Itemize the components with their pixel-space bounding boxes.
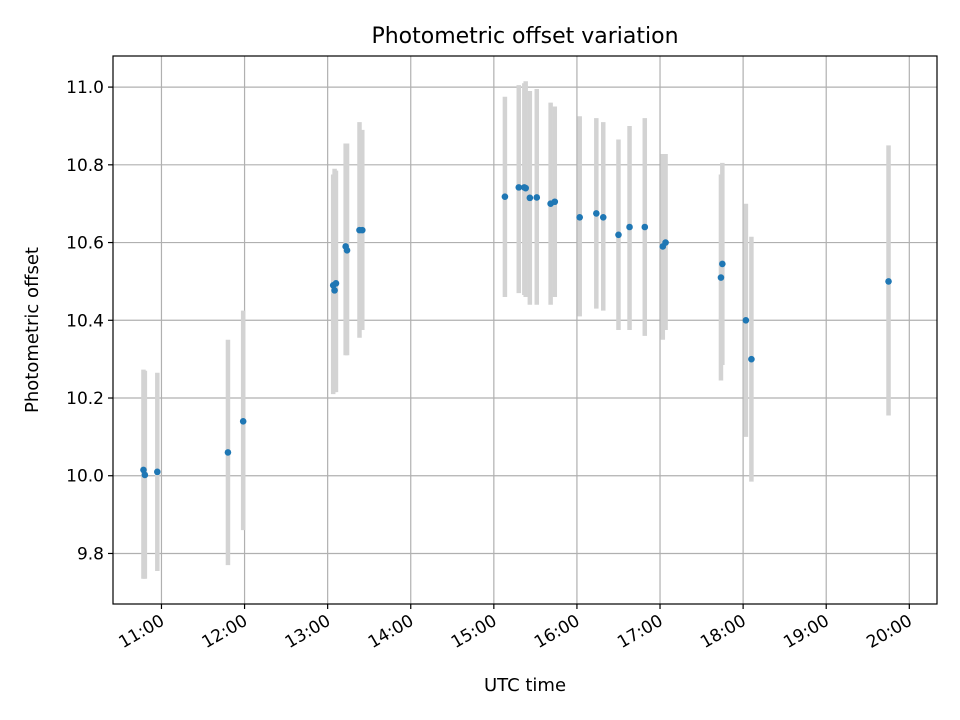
x-axis-label: UTC time	[484, 675, 566, 696]
data-point	[593, 210, 600, 217]
data-point	[332, 280, 340, 287]
y-tick-label: 10.6	[66, 234, 104, 254]
data-point	[526, 194, 534, 202]
y-tick-label: 10.4	[66, 311, 104, 331]
data-point	[239, 418, 247, 425]
data-point	[719, 260, 726, 268]
data-point	[515, 184, 523, 191]
data-point	[662, 239, 669, 246]
data-point	[224, 449, 232, 456]
y-tick-label: 11.0	[66, 78, 104, 98]
chart-title: Photometric offset variation	[371, 24, 678, 49]
data-point	[641, 223, 649, 231]
data-point	[141, 471, 149, 479]
y-tick-label: 10.8	[66, 156, 104, 176]
y-axis-label: Photometric offset	[22, 247, 43, 413]
y-tick-label: 10.2	[66, 389, 104, 409]
data-point	[343, 247, 351, 254]
plot-frame	[112, 55, 938, 605]
data-point	[626, 223, 633, 231]
y-tick-label: 10.0	[66, 467, 104, 487]
data-point	[331, 287, 338, 294]
data-point	[522, 184, 529, 192]
data-point	[742, 316, 750, 324]
data-point	[501, 193, 509, 200]
data-point	[748, 355, 755, 363]
data-point	[717, 274, 725, 281]
data-point	[551, 198, 559, 206]
data-point	[154, 468, 161, 476]
data-point	[615, 231, 622, 239]
point-layer	[140, 184, 892, 479]
y-tick-label: 9.8	[77, 544, 104, 564]
data-point	[358, 226, 366, 234]
y-axis: 9.8 10.0 10.2 10.4 10.6 10.8 11.0	[66, 78, 113, 564]
data-point	[599, 213, 607, 221]
data-point	[885, 278, 892, 285]
data-point	[140, 466, 147, 474]
data-point	[576, 213, 584, 221]
data-point	[533, 194, 541, 201]
